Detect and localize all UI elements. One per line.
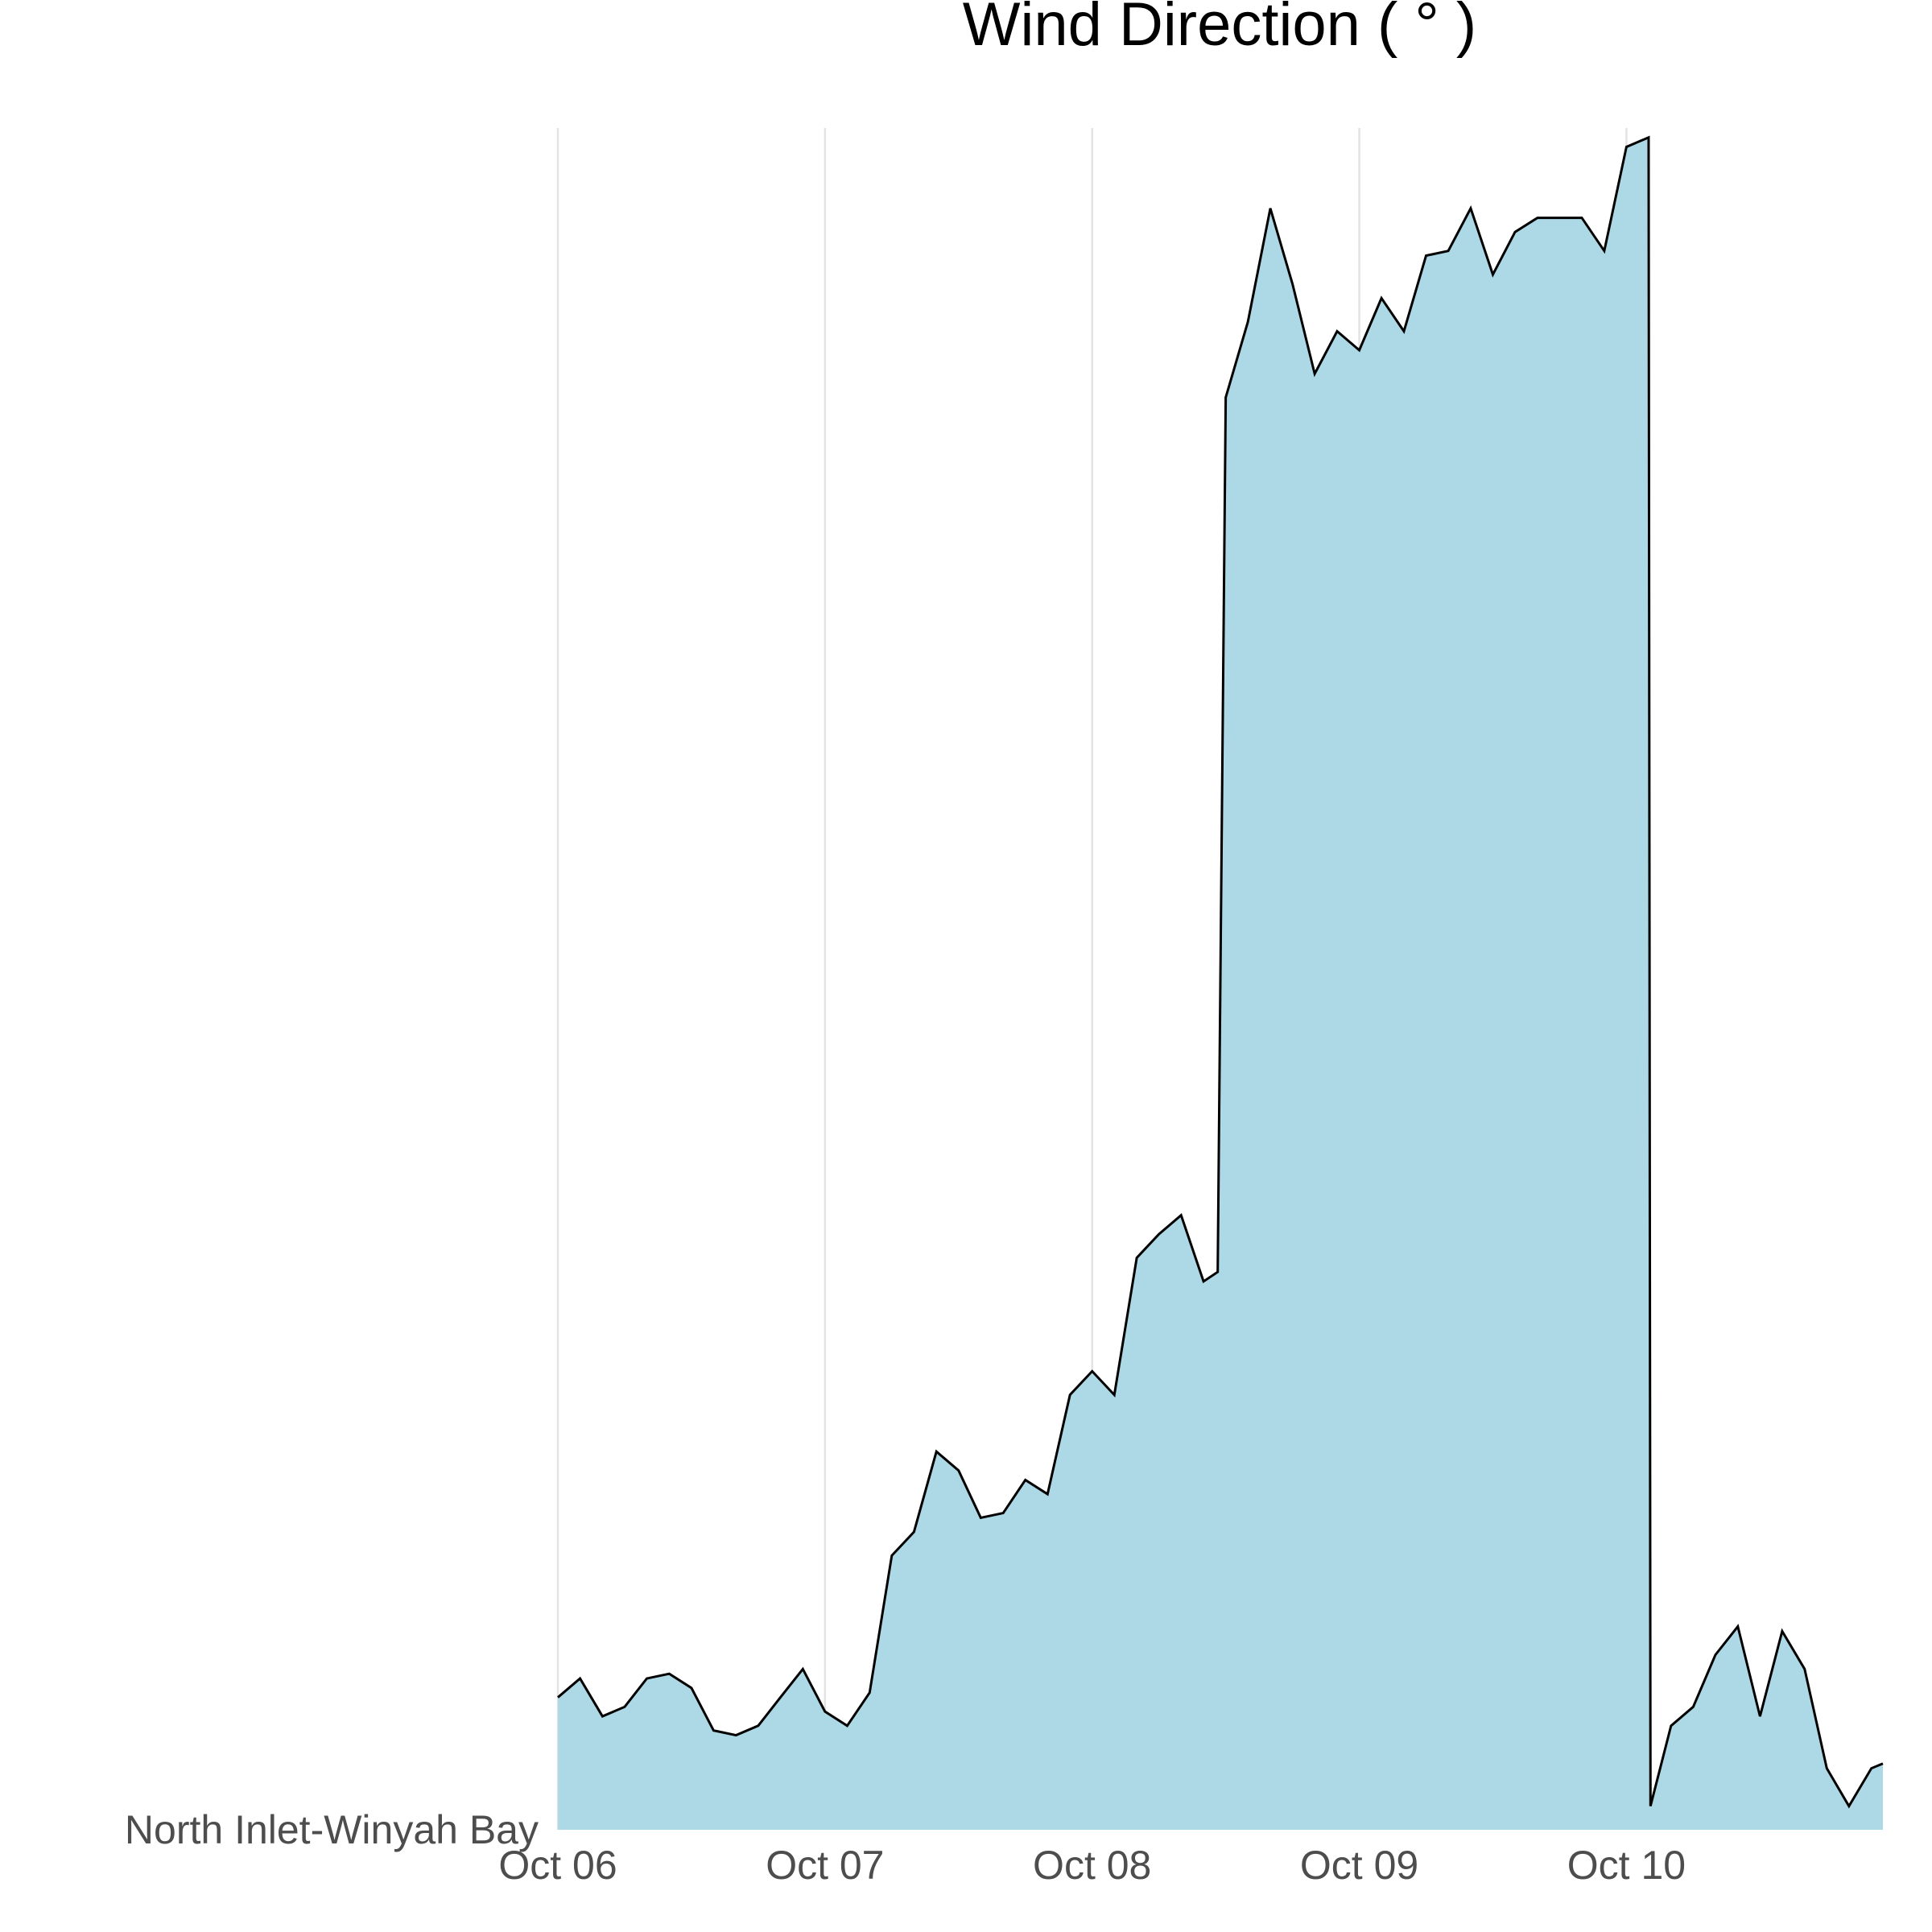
chart-title: Wind Direction ( ° ) xyxy=(963,0,1477,59)
x-tick-label: Oct 10 xyxy=(1567,1843,1686,1888)
area-line xyxy=(557,135,1884,1809)
y-category-label: North Inlet-Winyah Bay xyxy=(125,1807,539,1852)
x-tick-label: Oct 09 xyxy=(1300,1843,1418,1888)
x-tick-label: Oct 08 xyxy=(1033,1843,1151,1888)
x-tick-label: Oct 06 xyxy=(498,1843,617,1888)
x-tick-label: Oct 07 xyxy=(766,1843,884,1888)
